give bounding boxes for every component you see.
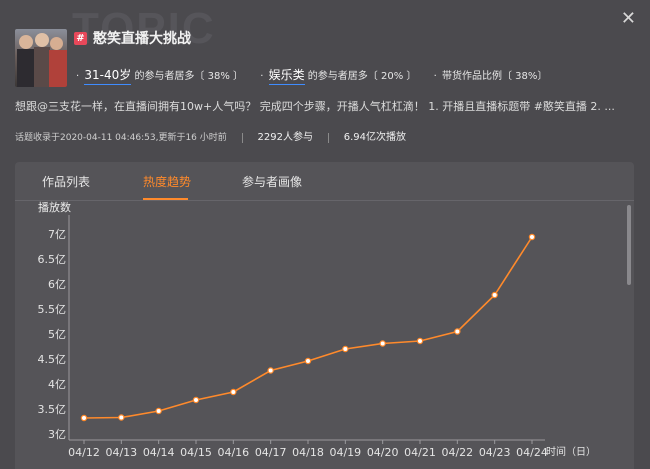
x-tick-label: 04/18 [292, 446, 324, 459]
x-tick-label: 04/20 [367, 446, 399, 459]
x-tick-label: 04/16 [217, 446, 249, 459]
tab-works-list[interactable]: 作品列表 [42, 175, 91, 189]
topic-thumbnail [15, 29, 67, 87]
data-point [267, 367, 274, 374]
type-stat-suffix: 的参与者居多〔 20% 〕 [307, 71, 417, 82]
participants-count: 2292人参与 [257, 132, 313, 143]
data-point [80, 414, 88, 422]
topic-meta: 话题收录于2020-04-11 04:46:53,更新于16 小时前 2292人… [15, 128, 406, 143]
x-axis-label: 时间（日） [546, 445, 596, 458]
age-stat-suffix: 的参与者居多〔 38% 〕 [134, 71, 244, 82]
type-stat-value: 娱乐类 [268, 66, 305, 85]
y-axis-label: 播放数 [38, 200, 71, 214]
x-tick-label: 04/15 [180, 446, 212, 459]
hashtag-icon: # [74, 32, 87, 45]
x-tick-label: 04/22 [441, 446, 473, 459]
x-tick-label: 04/19 [329, 446, 361, 459]
plays-count: 6.94亿次播放 [343, 132, 406, 143]
data-point [192, 396, 200, 404]
y-tick-label: 6亿 [48, 278, 66, 291]
y-tick-label: 5亿 [48, 328, 66, 341]
y-tick-label: 5.5亿 [38, 303, 67, 316]
topic-watermark: TOPIC [72, 4, 216, 53]
tab-participant-profile[interactable]: 参与者画像 [242, 175, 303, 189]
x-tick-label: 04/12 [68, 446, 100, 459]
data-point [342, 345, 349, 353]
data-point [118, 414, 125, 421]
data-point [304, 357, 312, 365]
topic-stats: · 31-40岁 的参与者居多〔 38% 〕 · 娱乐类 的参与者居多〔 20%… [74, 66, 547, 85]
divider [327, 132, 329, 143]
goods-stat: 带货作品比例〔 38%〕 [441, 71, 548, 82]
series-line [83, 236, 533, 419]
y-tick-label: 4亿 [48, 378, 66, 391]
scrollbar[interactable] [627, 205, 631, 285]
y-tick-label: 4.5亿 [38, 353, 67, 366]
x-tick-label: 04/14 [143, 446, 175, 459]
data-point [416, 337, 424, 345]
age-stat-value: 31-40岁 [84, 66, 132, 85]
data-point [379, 340, 386, 347]
y-tick-label: 3.5亿 [38, 403, 67, 416]
tab-bar: 作品列表 热度趋势 参与者画像 [15, 162, 634, 201]
y-tick-label: 3亿 [48, 428, 66, 441]
x-tick-label: 04/23 [479, 446, 511, 459]
recorded-time: 话题收录于2020-04-11 04:46:53,更新于16 小时前 [15, 133, 227, 143]
topic-description: 想跟@三支花一样，在直播间拥有10w+人气吗？ 完成四个步骤，开播人气杠杠滴！ … [15, 100, 615, 113]
x-tick-label: 04/17 [255, 446, 287, 459]
close-icon[interactable]: ✕ [620, 8, 636, 29]
data-point [230, 388, 237, 396]
data-point [528, 233, 536, 241]
data-point [454, 328, 461, 335]
tab-heat-trend[interactable]: 热度趋势 [143, 175, 192, 189]
divider [241, 132, 243, 143]
topic-title: 憨笑直播大挑战 [93, 31, 191, 47]
y-tick-label: 7亿 [48, 228, 66, 241]
y-tick-label: 6.5亿 [38, 253, 67, 266]
active-tab-indicator [143, 198, 188, 200]
x-tick-label: 04/21 [404, 446, 436, 459]
x-tick-label: 04/24 [516, 446, 548, 459]
data-point [155, 407, 162, 415]
x-tick-label: 04/13 [105, 446, 137, 459]
data-point [491, 291, 498, 299]
